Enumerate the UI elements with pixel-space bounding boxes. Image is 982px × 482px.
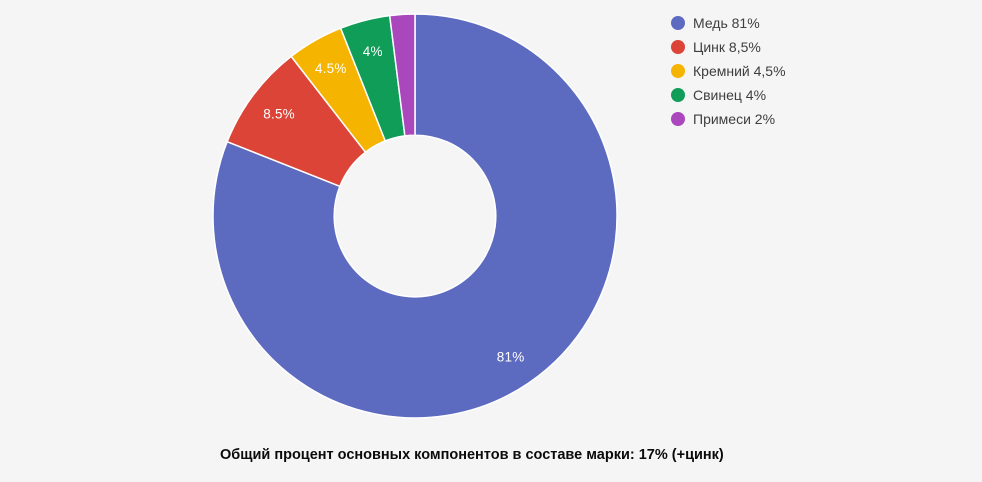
legend-label-silicon: Кремний 4,5% [693,63,786,79]
slice-label-lead: 4% [363,44,383,59]
legend-label-copper: Медь 81% [693,15,760,31]
legend-swatch-icon [671,112,685,126]
legend-label-impurities: Примеси 2% [693,111,776,127]
pie-slice-copper[interactable] [212,13,618,419]
chart-caption: Общий процент основных компонентов в сос… [220,447,724,463]
legend-swatch-icon [671,64,685,78]
slice-label-zinc: 8.5% [263,107,295,122]
chart-legend: Медь 81% Цинк 8,5% Кремний 4,5% Свинец 4% Пр… [671,11,786,131]
slice-label-copper: 81% [497,349,525,364]
legend-item-silicon[interactable]: Кремний 4,5% [671,59,786,83]
slice-label-silicon: 4.5% [315,61,347,76]
legend-swatch-icon [671,88,685,102]
legend-item-copper[interactable]: Медь 81% [671,11,786,35]
legend-item-lead[interactable]: Свинец 4% [671,83,786,107]
legend-label-lead: Свинец 4% [693,87,767,103]
legend-item-zinc[interactable]: Цинк 8,5% [671,35,786,59]
legend-item-impurities[interactable]: Примеси 2% [671,107,786,131]
pie-slice-impurities[interactable] [388,13,416,137]
legend-label-zinc: Цинк 8,5% [693,39,761,55]
legend-swatch-icon [671,16,685,30]
legend-swatch-icon [671,40,685,54]
